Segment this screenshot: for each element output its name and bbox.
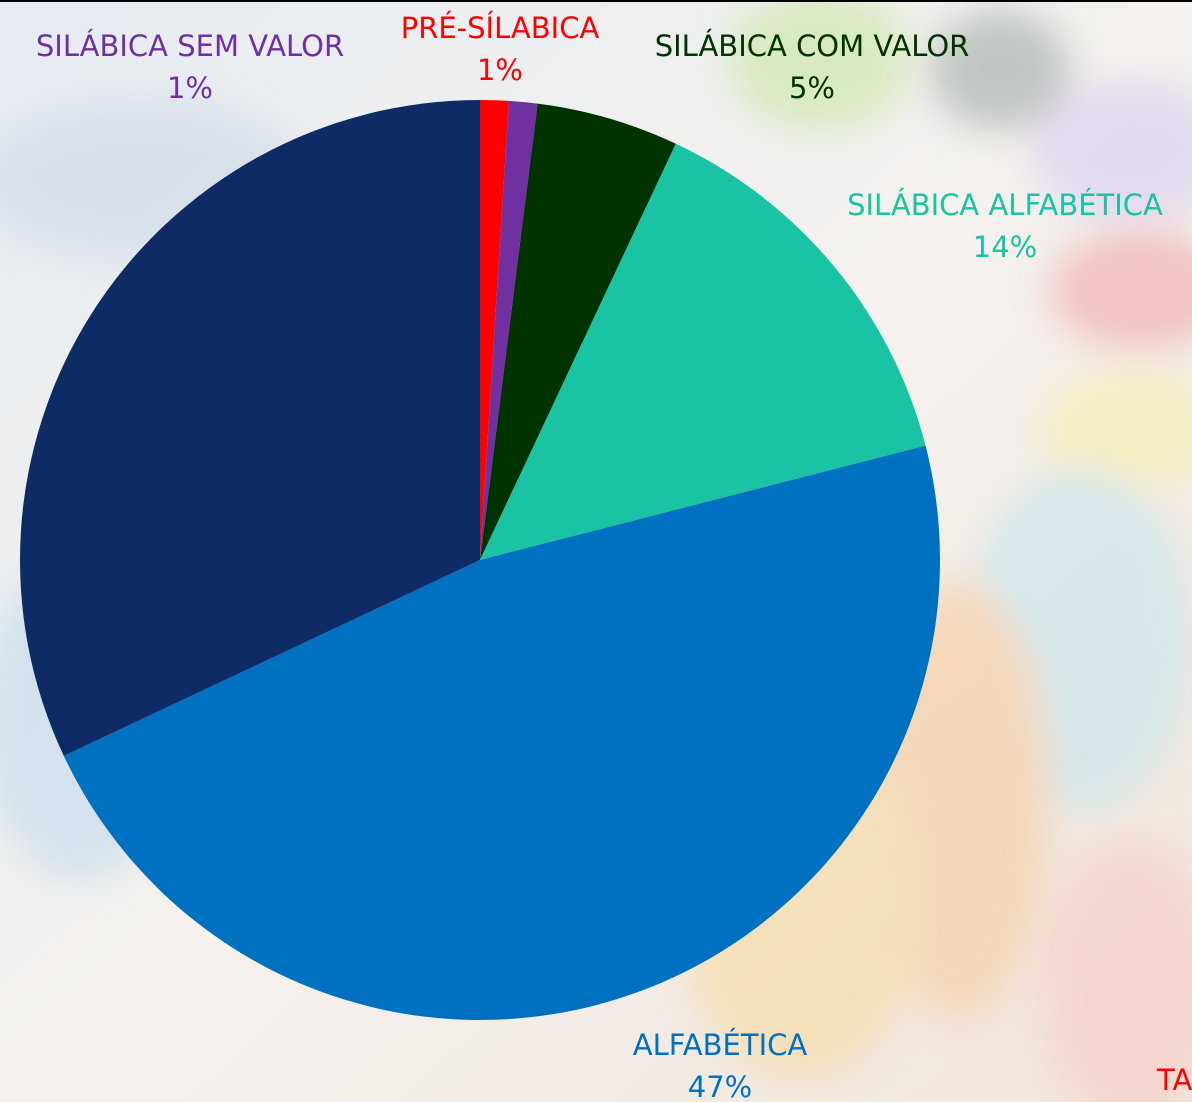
value-label: 14% xyxy=(973,230,1037,264)
value-label: 5% xyxy=(789,71,835,105)
chart: TA PRÉ-SÍLABICA 1% SILÁBICA SEM VALOR 1% SIL… xyxy=(0,0,1192,1102)
value-label: 47% xyxy=(688,1070,752,1102)
slice-label: SILÁBICA SEM VALOR xyxy=(36,29,344,63)
value-label: 1% xyxy=(477,53,523,87)
annotation: TA xyxy=(1156,1063,1192,1097)
slice-label: SILÁBICA ALFABÉTICA xyxy=(847,188,1163,222)
slice-label: SILÁBICA COM VALOR xyxy=(655,29,970,63)
slice-label: ALFABÉTICA xyxy=(633,1028,808,1062)
slice-label: PRÉ-SÍLABICA xyxy=(401,11,600,45)
value-label: 1% xyxy=(167,71,213,105)
